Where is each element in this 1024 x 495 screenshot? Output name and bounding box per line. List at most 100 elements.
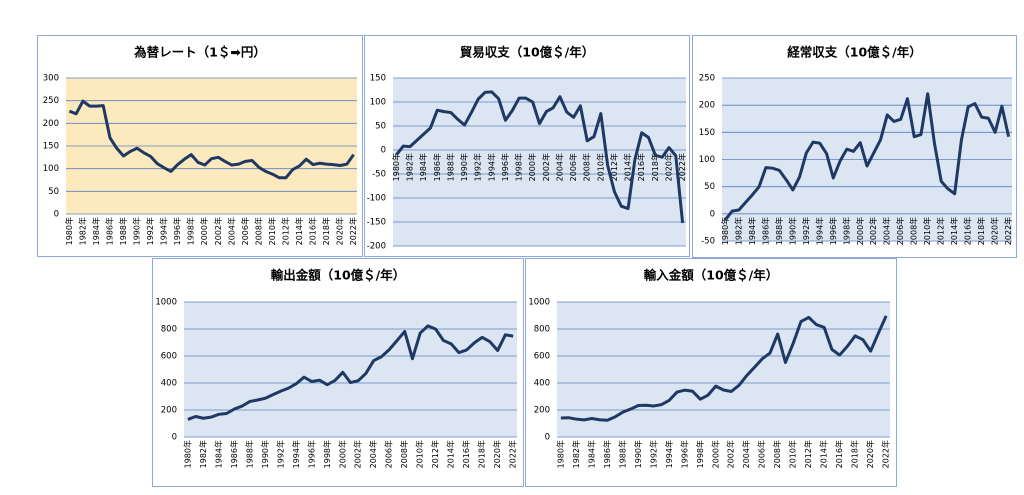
data-line xyxy=(68,99,355,180)
x-tick-label: 1986年 xyxy=(104,217,114,245)
x-tick-label: 2020年 xyxy=(335,217,345,245)
x-tick-label: 2006年 xyxy=(895,217,905,245)
x-tick-label: 1984年 xyxy=(747,217,757,245)
x-tick-label: 1990年 xyxy=(260,440,270,468)
x-tick-label: 2020年 xyxy=(990,217,1000,245)
x-tick-label: 1994年 xyxy=(159,217,169,245)
x-tick-label: 1982年 xyxy=(198,440,208,468)
x-tick-label: 1986年 xyxy=(229,440,239,468)
x-tick-label: 1980年 xyxy=(182,440,192,468)
y-tick-label: 50 xyxy=(48,187,59,197)
x-tick-label: 2016年 xyxy=(636,153,646,181)
y-tick-label: 800 xyxy=(534,325,550,335)
chart-title: 輸入金額（10億＄/年） xyxy=(644,268,778,283)
x-tick-label: 1990年 xyxy=(787,217,797,245)
x-tick-label: 2010年 xyxy=(267,217,277,245)
x-tick-label: 1998年 xyxy=(841,217,851,245)
y-tick-label: 150 xyxy=(370,74,386,84)
y-tick-label: 50 xyxy=(704,182,715,192)
x-tick-label: 2008年 xyxy=(253,217,263,245)
x-tick-label: 1998年 xyxy=(514,153,524,181)
x-tick-label: 2012年 xyxy=(430,440,440,468)
y-tick-label: 250 xyxy=(699,74,715,84)
y-tick-label: -50 xyxy=(701,237,715,247)
y-tick-label: 150 xyxy=(43,142,59,152)
x-tick-label: 2016年 xyxy=(834,440,844,468)
x-tick-label: 2018年 xyxy=(850,440,860,468)
x-tick-label: 2006年 xyxy=(568,153,578,181)
x-tick-label: 2002年 xyxy=(353,440,363,468)
y-tick-label: 100 xyxy=(370,98,386,108)
y-tick-label: 0 xyxy=(172,433,177,443)
x-tick-label: 2000年 xyxy=(199,217,209,245)
x-tick-label: 2010年 xyxy=(415,440,425,468)
x-tick-label: 2016年 xyxy=(963,217,973,245)
y-tick-label: 150 xyxy=(699,128,715,138)
x-tick-label: 2018年 xyxy=(650,153,660,181)
x-tick-label: 2006年 xyxy=(757,440,767,468)
x-tick-label: 2004年 xyxy=(368,440,378,468)
x-tick-label: 2006年 xyxy=(384,440,394,468)
x-tick-label: 1982年 xyxy=(571,440,581,468)
x-tick-label: 1996年 xyxy=(679,440,689,468)
x-tick-label: 2000年 xyxy=(337,440,347,468)
x-tick-label: 1988年 xyxy=(244,440,254,468)
x-tick-label: 1994年 xyxy=(814,217,824,245)
y-tick-label: 50 xyxy=(375,122,386,132)
x-tick-label: 2014年 xyxy=(446,440,456,468)
x-tick-label: 2004年 xyxy=(554,153,564,181)
x-tick-label: 2022年 xyxy=(348,217,358,245)
y-tick-label: 200 xyxy=(43,119,59,129)
x-tick-label: 1994年 xyxy=(664,440,674,468)
x-tick-label: 2022年 xyxy=(881,440,891,468)
data-line xyxy=(560,315,888,422)
chart-panel: 為替レート（1＄➡円） 0 50 100 150 200 250 300 1980年 1982年 1… xyxy=(37,35,363,257)
chart-panel: 輸出金額（10億＄/年） 0 200 400 600 800 1000 1980年 1982年 1… xyxy=(152,258,524,487)
y-tick-label: 200 xyxy=(699,101,715,111)
x-tick-label: 2000年 xyxy=(855,217,865,245)
x-tick-label: 2014年 xyxy=(949,217,959,245)
chart-title: 貿易収支（10億＄/年） xyxy=(460,45,594,60)
x-tick-label: 2002年 xyxy=(868,217,878,245)
x-tick-label: 1984年 xyxy=(418,153,428,181)
x-tick-label: 2010年 xyxy=(595,153,605,181)
x-tick-label: 2010年 xyxy=(788,440,798,468)
x-tick-label: 2004年 xyxy=(226,217,236,245)
x-tick-label: 1992年 xyxy=(801,217,811,245)
x-tick-label: 1996年 xyxy=(172,217,182,245)
x-tick-label: 2016年 xyxy=(461,440,471,468)
x-tick-label: 2022年 xyxy=(677,153,687,181)
x-tick-label: 1984年 xyxy=(213,440,223,468)
x-tick-label: 2004年 xyxy=(882,217,892,245)
chart-title: 輸出金額（10億＄/年） xyxy=(271,268,405,283)
x-tick-label: 2020年 xyxy=(492,440,502,468)
chart-panel: 経常収支（10億＄/年） -50 0 50 100 150 200 250 1980年 1982年… xyxy=(692,35,1017,258)
data-line xyxy=(187,324,514,421)
chart-title: 為替レート（1＄➡円） xyxy=(133,45,266,60)
x-tick-label: 2012年 xyxy=(609,153,619,181)
x-tick-label: 1986年 xyxy=(760,217,770,245)
y-tick-label: 400 xyxy=(161,379,177,389)
x-tick-label: 2016年 xyxy=(308,217,318,245)
x-tick-label: 1988年 xyxy=(118,217,128,245)
y-tick-label: 200 xyxy=(534,406,550,416)
x-tick-label: 2004年 xyxy=(741,440,751,468)
x-tick-label: 1988年 xyxy=(774,217,784,245)
x-tick-label: 1996年 xyxy=(828,217,838,245)
x-tick-label: 1990年 xyxy=(132,217,142,245)
x-tick-label: 2020年 xyxy=(865,440,875,468)
x-tick-label: 2020年 xyxy=(663,153,673,181)
y-tick-label: 0 xyxy=(54,210,59,220)
x-tick-label: 1980年 xyxy=(720,217,730,245)
x-tick-label: 2018年 xyxy=(976,217,986,245)
y-tick-label: 300 xyxy=(43,74,59,84)
y-tick-label: 600 xyxy=(534,352,550,362)
y-tick-label: 200 xyxy=(161,406,177,416)
x-tick-label: 2018年 xyxy=(321,217,331,245)
x-tick-label: 1980年 xyxy=(555,440,565,468)
x-tick-label: 2006年 xyxy=(240,217,250,245)
chart-panel: 輸入金額（10億＄/年） 0 200 400 600 800 1000 1980年 1982年 1… xyxy=(525,258,897,487)
x-tick-label: 2002年 xyxy=(213,217,223,245)
x-tick-label: 1998年 xyxy=(322,440,332,468)
